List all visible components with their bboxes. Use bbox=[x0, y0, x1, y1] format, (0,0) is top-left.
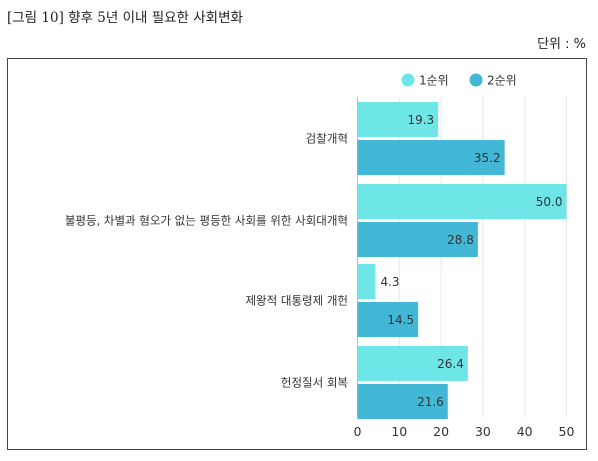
value-label: 14.5 bbox=[387, 313, 414, 327]
bar bbox=[357, 140, 505, 175]
legend-label: 1순위 bbox=[419, 74, 449, 88]
value-label: 4.3 bbox=[380, 275, 399, 289]
bar bbox=[357, 264, 376, 299]
value-label: 28.8 bbox=[447, 233, 474, 247]
x-tick-label: 40 bbox=[517, 424, 533, 439]
value-label: 19.3 bbox=[407, 113, 434, 127]
x-tick-label: 10 bbox=[391, 424, 407, 439]
legend: 1순위 2순위 bbox=[401, 73, 517, 88]
bar bbox=[357, 384, 448, 419]
category-label: 제왕적 대통령제 개헌 bbox=[245, 294, 348, 308]
category-label: 검찰개혁 bbox=[306, 132, 348, 146]
bars bbox=[357, 102, 567, 419]
bar bbox=[357, 346, 468, 381]
value-label: 50.0 bbox=[536, 195, 563, 209]
legend-label: 2순위 bbox=[487, 74, 517, 88]
legend-marker bbox=[469, 73, 483, 87]
value-label: 35.2 bbox=[474, 151, 501, 165]
figure-title: [그림 10] 향후 5년 이내 필요한 사회변화 bbox=[7, 10, 243, 26]
bar bbox=[357, 222, 478, 257]
bar bbox=[357, 302, 419, 337]
x-tick-label: 50 bbox=[559, 424, 575, 439]
legend-marker bbox=[401, 73, 415, 87]
x-tick-label: 20 bbox=[433, 424, 449, 439]
chart-frame bbox=[7, 58, 587, 450]
category-label: 헌정질서 회복 bbox=[281, 376, 348, 390]
value-label: 26.4 bbox=[437, 357, 464, 371]
x-tick-label: 30 bbox=[475, 424, 491, 439]
value-label: 21.6 bbox=[417, 395, 444, 409]
category-label: 불평등, 차별과 혐오가 없는 평등한 사회를 위한 사회대개혁 bbox=[65, 214, 348, 228]
x-tick-label: 0 bbox=[354, 424, 362, 439]
bar bbox=[357, 184, 567, 219]
unit-label: 단위 : % bbox=[537, 37, 586, 52]
labels: 0 10 20 30 40 50 19.3 35.2 검찰개혁 50.0 28.8 불평등, 차별과 … bbox=[65, 113, 575, 439]
bar bbox=[357, 102, 439, 137]
